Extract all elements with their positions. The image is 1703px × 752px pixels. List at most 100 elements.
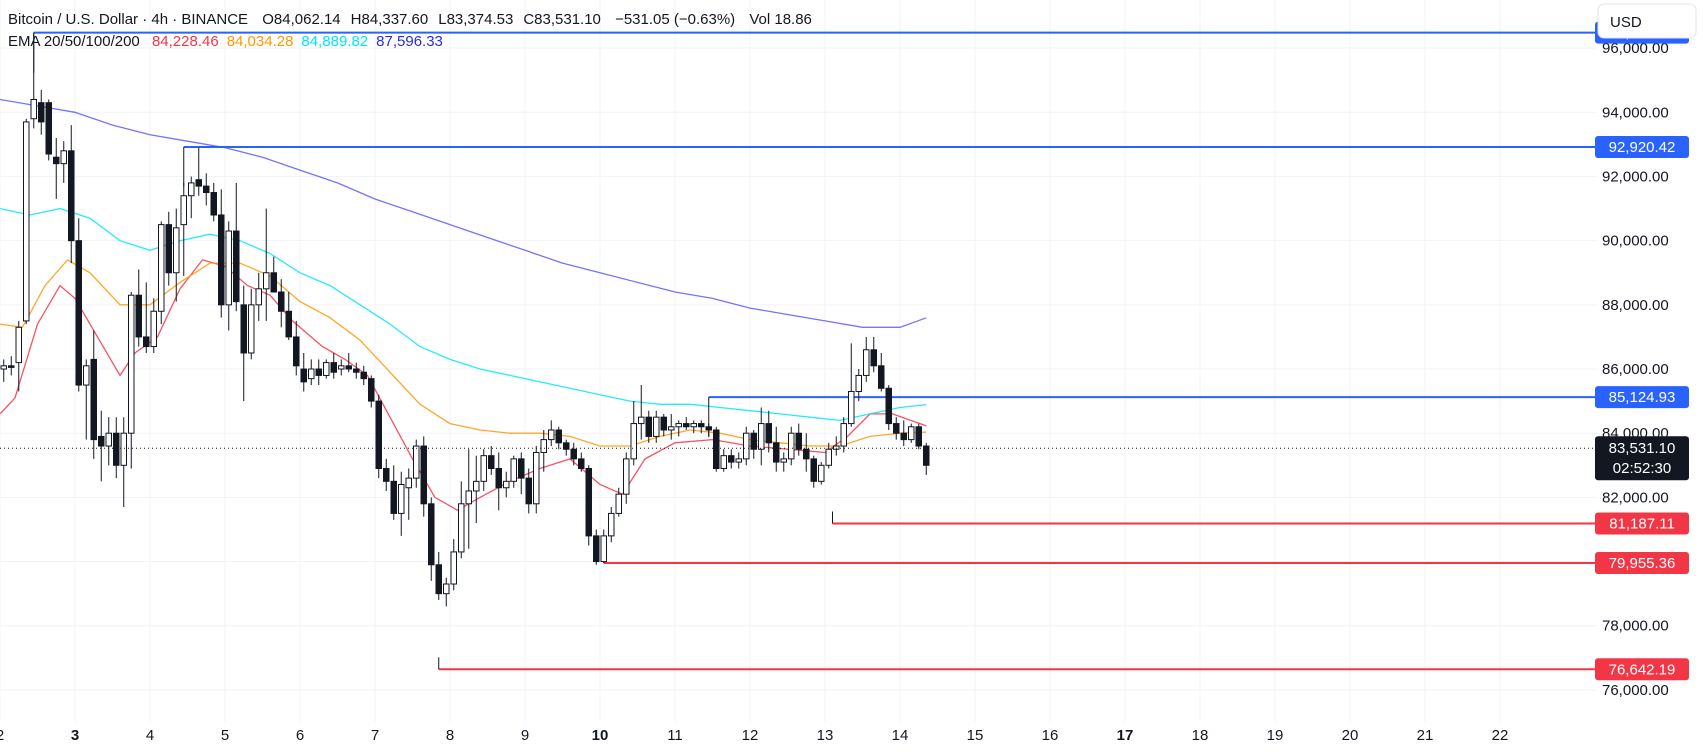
candle-body xyxy=(435,564,442,595)
candle-body xyxy=(158,224,165,312)
candle-body xyxy=(870,349,877,367)
candle-body xyxy=(98,435,105,447)
candle-body xyxy=(495,467,502,489)
candle-body xyxy=(540,439,547,453)
level-price-label: 85,124.93 xyxy=(1595,386,1689,409)
candle-body xyxy=(353,368,360,373)
ohlc-c-label: C xyxy=(523,11,534,28)
candle-body xyxy=(548,429,555,441)
candle-body xyxy=(593,535,600,563)
candle-body xyxy=(315,368,322,376)
ohlc-h-value: 84,337.60 xyxy=(362,11,429,28)
x-axis: 2 3 4 5 6 7 8 9 10 11 12 13 14 15 16 17 18 19 20 21 22 xyxy=(0,727,1508,744)
candle-body xyxy=(68,150,75,242)
candle-body xyxy=(38,102,45,123)
candle-body xyxy=(428,503,435,566)
candle-body xyxy=(285,310,292,338)
candle-body xyxy=(405,477,412,489)
x-tick-label: 22 xyxy=(1492,727,1509,744)
candle-body xyxy=(863,349,870,376)
candle-body xyxy=(735,458,742,463)
candle-body xyxy=(675,423,682,428)
x-tick-label: 17 xyxy=(1117,727,1134,744)
x-tick-label: 7 xyxy=(371,727,379,744)
level-label-background xyxy=(1595,551,1689,574)
x-tick-label: 9 xyxy=(521,727,529,744)
x-tick-label: 18 xyxy=(1192,727,1209,744)
candle-body xyxy=(758,423,765,450)
candle-body xyxy=(623,458,630,495)
candle-body xyxy=(203,185,210,194)
x-tick-label: 21 xyxy=(1417,727,1434,744)
candle-body xyxy=(473,480,480,492)
level-label-text: 79,955.36 xyxy=(1609,555,1676,572)
y-tick-label: 94,000.00 xyxy=(1602,104,1669,121)
candle-body xyxy=(510,458,517,482)
chart-header: Bitcoin / U.S. Dollar · 4h · BINANCE O84… xyxy=(8,11,812,50)
candle-body xyxy=(338,365,345,370)
y-tick-label: 92,000.00 xyxy=(1602,168,1669,185)
ema-value: 84,889.82 xyxy=(301,33,368,50)
candle-body xyxy=(638,416,645,425)
level-price-label: 92,920.42 xyxy=(1595,135,1689,158)
y-tick-label: 96,000.00 xyxy=(1602,40,1669,57)
candle-body xyxy=(233,230,240,303)
x-tick-label: 12 xyxy=(742,727,759,744)
currency-button[interactable]: USD xyxy=(1597,3,1697,39)
candle-body xyxy=(218,214,225,306)
x-tick-label: 13 xyxy=(817,727,834,744)
candle-body xyxy=(630,423,637,460)
candle-body xyxy=(263,272,270,290)
candle-body xyxy=(615,493,622,514)
candle-body xyxy=(53,156,60,165)
candle-body xyxy=(8,365,15,368)
candle-body xyxy=(443,583,450,595)
candle-body xyxy=(300,368,307,383)
x-tick-label: 10 xyxy=(592,727,609,744)
ohlc-values: O84,062.14 H84,337.60 L83,374.53 C83,531.10 xyxy=(262,11,601,28)
candle-body xyxy=(788,432,795,460)
candle-body xyxy=(780,458,787,463)
level-label-text: 92,920.42 xyxy=(1609,139,1676,156)
candle-body xyxy=(173,227,180,274)
candle-body xyxy=(60,150,67,165)
grid xyxy=(0,0,1596,722)
candle-body xyxy=(795,432,802,450)
candle-body xyxy=(120,432,127,466)
candle-body xyxy=(255,288,262,306)
candle-body xyxy=(383,467,390,482)
candle-body xyxy=(480,455,487,482)
candle-body xyxy=(105,432,112,447)
candle-body xyxy=(923,445,930,466)
candle-body xyxy=(180,195,187,226)
level-label-background xyxy=(1595,386,1689,409)
level-label-background xyxy=(1595,658,1689,681)
candle-body xyxy=(113,432,120,466)
ohlc-o-value: 84,062.14 xyxy=(274,11,341,28)
y-tick-label: 82,000.00 xyxy=(1602,489,1669,506)
candle-body xyxy=(803,448,810,460)
level-label-text: 81,187.11 xyxy=(1609,515,1675,532)
horizontal-levels xyxy=(33,31,1596,671)
candle-body xyxy=(660,416,667,431)
candle-body xyxy=(225,230,232,306)
ema-series-line xyxy=(0,98,927,328)
candle-body xyxy=(810,458,817,482)
candle-body xyxy=(248,304,255,354)
candle-body xyxy=(503,480,510,489)
ema-values: 84,228.46 84,034.28 84,889.82 87,596.33 xyxy=(152,33,443,50)
candle-body xyxy=(893,423,900,434)
x-tick-label: 5 xyxy=(221,727,229,744)
currency-label: USD xyxy=(1610,14,1642,31)
candle-body xyxy=(683,423,690,428)
svg-text:EMA 20/50/100/200 84,2: EMA 20/50/100/200 84,228.46 84,034.28 84,8… xyxy=(8,33,443,50)
current-price-value: 83,531.10 xyxy=(1609,440,1676,457)
candle-body xyxy=(728,455,735,463)
candle-body xyxy=(465,490,472,505)
candle-body xyxy=(563,442,570,450)
x-tick-label: 2 xyxy=(0,727,4,744)
candle-body xyxy=(765,423,772,444)
candle-body xyxy=(645,416,652,437)
